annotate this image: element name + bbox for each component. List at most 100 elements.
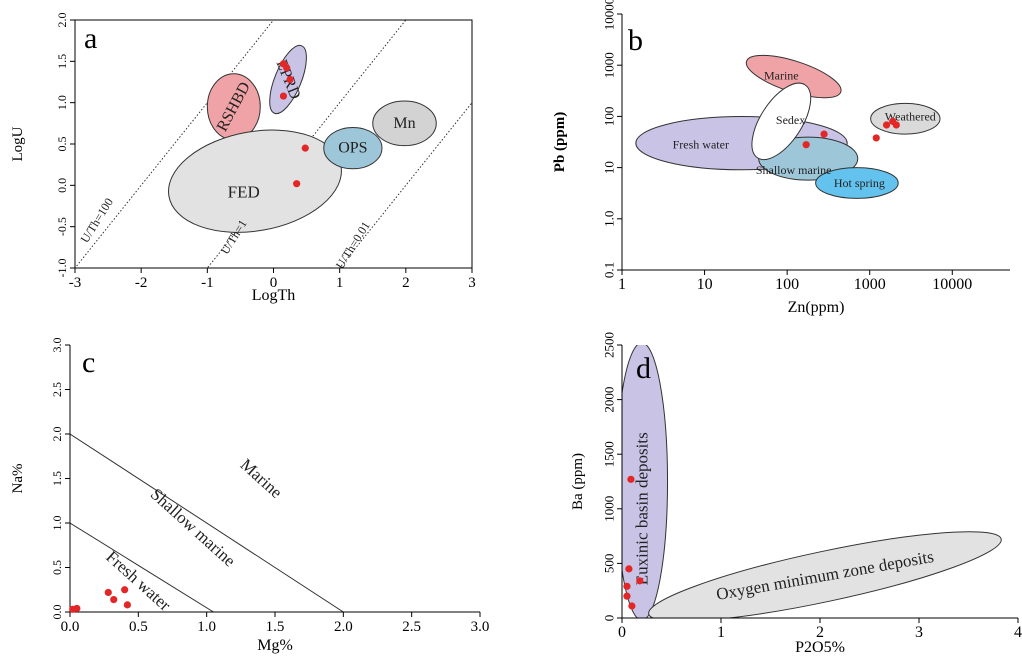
panel-letter: d (636, 352, 651, 385)
y-tick-label: 1000 (602, 496, 617, 522)
sample-point (628, 602, 636, 610)
region-label: OPS (338, 140, 367, 157)
x-tick-label: 0.5 (129, 619, 148, 635)
y-tick-label: 0.0 (55, 178, 69, 193)
sample-point (636, 577, 644, 585)
y-tick-label: 0.0 (50, 605, 64, 620)
panel-b: Fresh water Marine Shallow marine Sedex Hot … (552, 0, 1010, 316)
y-tick-label: 1.0 (50, 516, 64, 531)
x-tick-label: 0 (270, 275, 278, 291)
x-tick-label: 2 (816, 624, 824, 641)
y-tick-label: 1500 (602, 441, 617, 467)
x-tick-label: 3 (915, 624, 923, 641)
sample-point (623, 582, 631, 590)
sample-point (625, 565, 633, 573)
sample-point (283, 64, 291, 72)
sample-point (872, 134, 880, 142)
y-tick-label: 2000 (602, 387, 617, 413)
region-ellipse (168, 129, 342, 233)
region-ellipse (372, 100, 437, 147)
y-axis-title: LogU (10, 126, 26, 161)
x-tick-label: 1 (336, 275, 344, 291)
panel-d: Euxinic basin deposits Oxygen minimum zon… (570, 332, 1022, 656)
sample-point (882, 121, 891, 129)
sample-point (286, 75, 294, 84)
region-label: Hot spring (834, 176, 885, 190)
sample-point (627, 475, 635, 483)
sample-point (293, 180, 301, 188)
y-axis-title: Pb (ppm) (552, 112, 568, 172)
region-ellipse (622, 345, 669, 618)
x-tick-label: 100 (775, 276, 799, 293)
y-tick-label: 1.0 (602, 211, 617, 227)
plot-area (70, 433, 344, 612)
y-tick-label: -0.5 (55, 217, 69, 236)
sample-point (104, 588, 112, 597)
region-label: Euxinic basin deposits (632, 432, 651, 585)
x-tick-label: 2.0 (334, 619, 353, 635)
sample-point (892, 121, 900, 129)
region-label: Marine (237, 455, 286, 502)
sample-point (802, 141, 810, 149)
region-ellipse (648, 531, 1002, 618)
y-tick-label: 1000 (602, 52, 617, 78)
ratio-line (206, 20, 407, 268)
ratio-line-label: U/Th=100 (78, 195, 116, 245)
y-tick-label: 1.0 (55, 95, 69, 110)
region-label: Mn (393, 115, 415, 132)
panel-letter: a (84, 22, 97, 55)
panel-letter: c (82, 346, 95, 379)
x-axis-title: Mg% (257, 637, 293, 654)
region-label: Shallow marine (756, 163, 832, 177)
x-tick-label: 2.5 (402, 619, 421, 635)
plot-area (635, 54, 941, 199)
sample-point (820, 130, 828, 138)
sample-point (623, 592, 631, 600)
panel-a: U/Th=100 U/Th=1 U/Th=0.01EPRDRSHBDFEDOPSMn… (10, 13, 476, 305)
ratio-line (339, 101, 472, 268)
region-label: FED (228, 182, 260, 201)
y-tick-label: 0.1 (602, 262, 617, 278)
region-label: Marine (764, 68, 799, 82)
y-axis-title: Na% (10, 464, 26, 494)
ratio-line (75, 20, 275, 268)
y-tick-label: 2.0 (55, 13, 69, 28)
sample-point (121, 586, 129, 594)
y-tick-label: 0.5 (55, 137, 69, 152)
region-ellipse (751, 82, 812, 161)
sample-point (123, 601, 131, 609)
y-axis-title: Ba (ppm) (570, 453, 586, 510)
x-axis-title: P2O5% (795, 639, 845, 656)
y-tick-label: 10000 (602, 0, 617, 30)
panel-letter: b (628, 24, 643, 57)
x-tick-label: 1 (717, 624, 725, 641)
y-tick-label: 2500 (602, 332, 617, 358)
sample-point (301, 144, 309, 152)
y-tick-label: 0.5 (50, 560, 64, 575)
boundary-line (70, 522, 214, 612)
sample-point (279, 92, 288, 100)
x-tick-label: -3 (69, 275, 82, 291)
sample-point (73, 604, 81, 613)
y-tick-label: 2.0 (50, 427, 64, 442)
region-label: Shallow marine (147, 485, 239, 571)
x-axis-title: Zn(ppm) (788, 299, 845, 316)
x-tick-label: 2 (402, 275, 410, 291)
y-tick-label: 1.5 (50, 471, 64, 486)
x-tick-label: 1.5 (266, 619, 285, 635)
x-tick-label: 4 (1014, 624, 1022, 641)
x-tick-label: 1 (618, 276, 626, 293)
region-ellipse (815, 167, 899, 199)
boundary-line (70, 433, 344, 612)
y-tick-label: 10 (602, 161, 617, 174)
region-label: Weathered (885, 109, 936, 123)
x-tick-label: 0.0 (61, 619, 80, 635)
y-tick-label: 2.5 (50, 382, 64, 397)
y-tick-label: 1.5 (55, 54, 69, 69)
x-tick-label: 10 (697, 276, 713, 293)
ratio-line-label: U/Th=0.01 (333, 219, 373, 271)
x-tick-label: 10000 (932, 276, 972, 293)
x-tick-label: -1 (201, 275, 214, 291)
y-tick-label: -1.0 (55, 259, 69, 278)
